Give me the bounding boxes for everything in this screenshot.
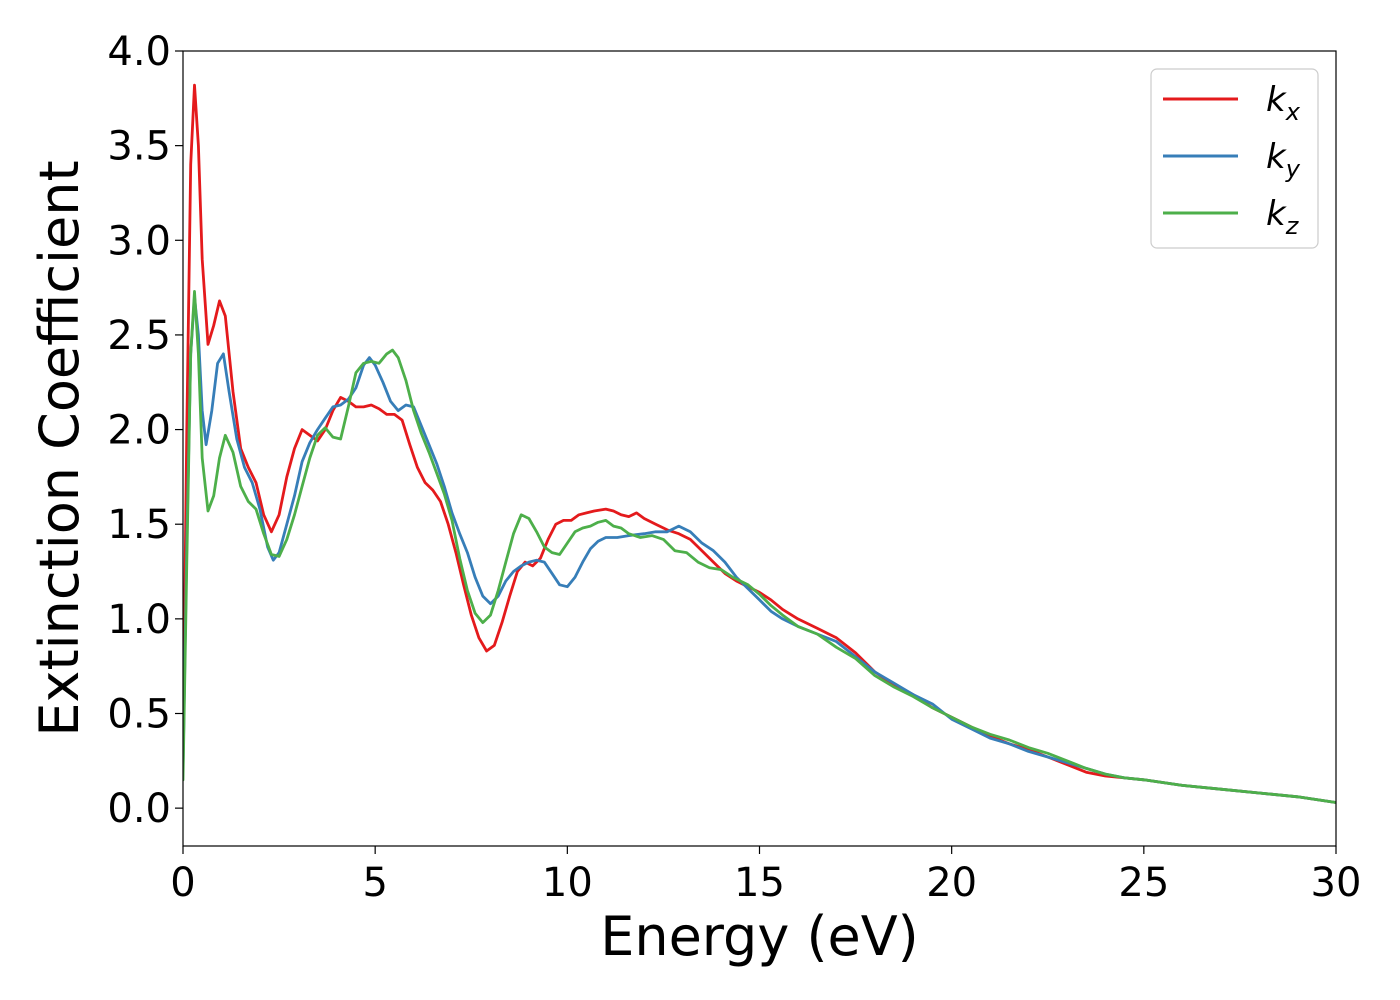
y-axis-title: Extinction Coefficient <box>28 160 91 736</box>
y-tick-label: 0.5 <box>107 692 171 738</box>
legend: kx ky kz <box>1150 68 1319 249</box>
x-tick-label: 20 <box>926 860 977 906</box>
series-line-kz <box>183 290 1336 804</box>
y-tick-label: 3.0 <box>107 218 171 264</box>
y-tick-label: 3.5 <box>107 124 171 170</box>
y-tick-label: 1.5 <box>107 502 171 548</box>
x-tick-label: 10 <box>542 860 593 906</box>
y-tick-label: 2.0 <box>107 408 171 454</box>
legend-label-kx: kx <box>1266 80 1301 126</box>
x-tick-label: 0 <box>170 860 195 906</box>
y-tick-label: 4.0 <box>107 29 171 75</box>
x-axis-title: Energy (eV) <box>600 905 919 968</box>
y-tick-label: 1.0 <box>107 597 171 643</box>
legend-box <box>1150 68 1319 249</box>
series-layer <box>183 83 1336 804</box>
legend-label-ky: ky <box>1266 137 1301 183</box>
x-tick-label: 30 <box>1311 860 1362 906</box>
x-tick-label: 5 <box>362 860 387 906</box>
y-tick-label: 2.5 <box>107 313 171 359</box>
y-tick-label: 0.0 <box>107 786 171 832</box>
y-axis: 0.0 0.5 1.0 1.5 2.0 2.5 3.0 3.5 4.0 <box>107 29 183 832</box>
x-tick-label: 25 <box>1118 860 1169 906</box>
x-tick-label: 15 <box>734 860 785 906</box>
x-axis: 0 5 10 15 20 25 30 <box>170 846 1361 906</box>
legend-label-kz: kz <box>1266 194 1300 240</box>
